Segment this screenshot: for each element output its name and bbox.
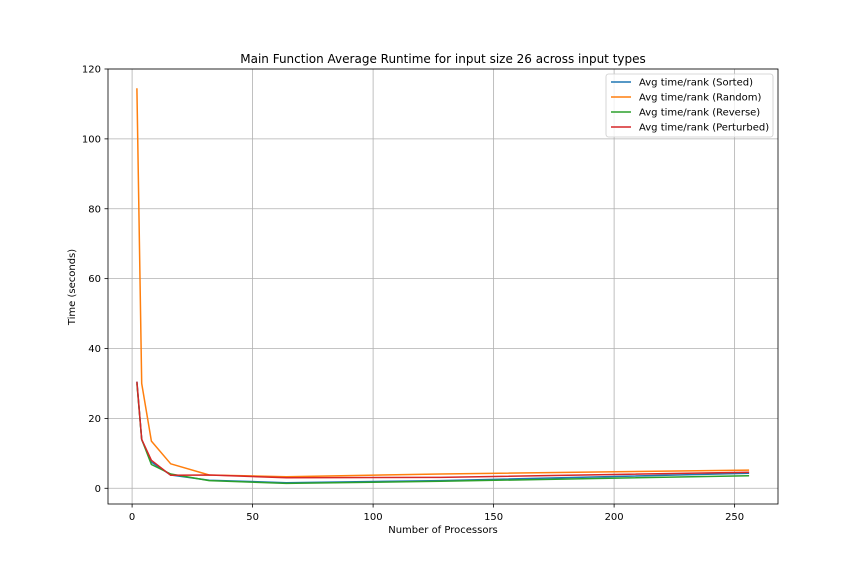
x-axis-ticks: 0 50 100 150 200 250 xyxy=(129,504,744,523)
y-axis-label: Time (seconds) xyxy=(67,249,78,326)
legend-label-3: Avg time/rank (Perturbed) xyxy=(639,123,769,134)
y-tick-label: 60 xyxy=(88,274,101,285)
chart-title: Main Function Average Runtime for input … xyxy=(240,52,646,66)
legend-label-1: Avg time/rank (Random) xyxy=(639,93,762,104)
x-axis-label: Number of Processors xyxy=(388,525,498,536)
x-tick-label: 100 xyxy=(364,512,383,523)
y-axis-ticks: 0 20 40 60 80 100 120 xyxy=(82,65,108,495)
grid-lines xyxy=(108,68,778,504)
series-line-1 xyxy=(136,88,750,478)
x-tick-label: 50 xyxy=(246,512,259,523)
y-tick-label: 20 xyxy=(88,414,101,425)
y-tick-label: 120 xyxy=(82,65,101,76)
y-tick-label: 40 xyxy=(88,344,101,355)
x-tick-label: 0 xyxy=(129,512,135,523)
legend-box xyxy=(605,73,774,138)
plot-frame xyxy=(107,68,779,505)
legend: Avg time/rank (Sorted) Avg time/rank (Ran… xyxy=(605,73,774,138)
series-line-3 xyxy=(136,381,750,479)
x-tick-label: 200 xyxy=(605,512,624,523)
y-tick-label: 80 xyxy=(88,204,101,215)
series-lines xyxy=(136,88,750,485)
x-tick-label: 150 xyxy=(484,512,503,523)
y-tick-label: 0 xyxy=(95,484,101,495)
y-tick-label: 100 xyxy=(82,134,101,145)
x-tick-label: 250 xyxy=(725,512,744,523)
legend-label-0: Avg time/rank (Sorted) xyxy=(639,78,753,89)
legend-label-2: Avg time/rank (Reverse) xyxy=(639,108,760,119)
